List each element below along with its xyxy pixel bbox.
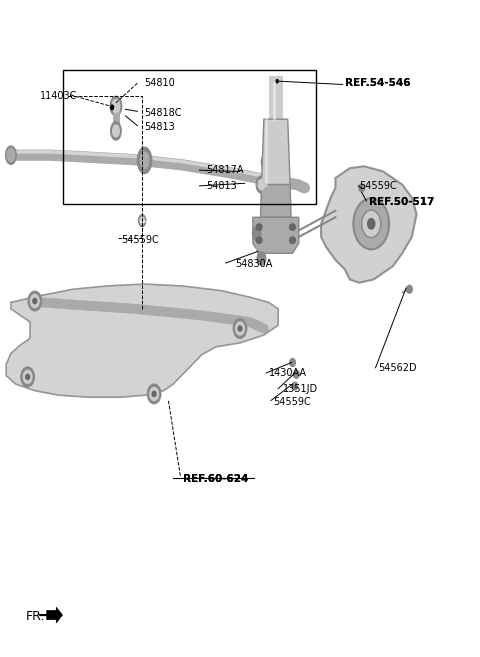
Text: FR.: FR.	[25, 610, 45, 623]
Ellipse shape	[6, 146, 16, 164]
Ellipse shape	[256, 176, 267, 193]
Text: 1351JD: 1351JD	[283, 384, 318, 394]
Ellipse shape	[276, 79, 278, 83]
Ellipse shape	[293, 371, 299, 378]
Ellipse shape	[147, 384, 161, 404]
Ellipse shape	[256, 224, 262, 231]
Text: 54810: 54810	[144, 78, 175, 88]
Ellipse shape	[33, 298, 36, 304]
Text: REF.54-546: REF.54-546	[345, 78, 410, 88]
Text: REF.54-546: REF.54-546	[345, 78, 410, 88]
Polygon shape	[321, 166, 417, 283]
Polygon shape	[6, 284, 278, 397]
Polygon shape	[253, 217, 299, 253]
Ellipse shape	[140, 152, 149, 169]
Polygon shape	[261, 185, 291, 217]
Ellipse shape	[21, 367, 34, 387]
Text: 54817A: 54817A	[206, 165, 244, 175]
Polygon shape	[262, 119, 290, 185]
Ellipse shape	[111, 105, 114, 110]
Ellipse shape	[236, 322, 244, 335]
Ellipse shape	[289, 359, 295, 367]
Ellipse shape	[289, 224, 295, 231]
Text: 54813: 54813	[144, 122, 175, 132]
Ellipse shape	[31, 294, 39, 307]
Ellipse shape	[137, 147, 152, 173]
Ellipse shape	[262, 153, 273, 171]
Text: 54813: 54813	[206, 181, 237, 191]
Polygon shape	[47, 607, 62, 623]
Ellipse shape	[7, 148, 15, 162]
Ellipse shape	[407, 285, 412, 293]
Ellipse shape	[26, 374, 30, 380]
Text: 54559C: 54559C	[120, 235, 158, 244]
Ellipse shape	[110, 97, 121, 116]
Ellipse shape	[353, 198, 389, 250]
Bar	[63, 70, 316, 204]
Text: 54818C: 54818C	[144, 108, 182, 118]
Ellipse shape	[258, 179, 265, 190]
Text: 54559C: 54559C	[360, 181, 397, 191]
Ellipse shape	[111, 122, 121, 140]
Ellipse shape	[140, 217, 144, 224]
Text: 54562D: 54562D	[378, 363, 417, 373]
Text: REF.50-517: REF.50-517	[369, 197, 434, 207]
Ellipse shape	[252, 227, 261, 240]
Text: 54559C: 54559C	[274, 397, 311, 407]
Ellipse shape	[24, 371, 32, 384]
Ellipse shape	[368, 219, 375, 229]
Ellipse shape	[362, 210, 381, 238]
Ellipse shape	[113, 125, 119, 137]
Ellipse shape	[256, 237, 262, 244]
Text: 54830A: 54830A	[235, 260, 273, 269]
Text: REF.60-624: REF.60-624	[183, 474, 248, 484]
Ellipse shape	[28, 291, 41, 311]
Ellipse shape	[289, 237, 295, 244]
Ellipse shape	[292, 382, 298, 390]
Text: REF.60-624: REF.60-624	[183, 474, 248, 484]
Text: REF.50-517: REF.50-517	[369, 197, 434, 207]
Ellipse shape	[112, 99, 120, 112]
Ellipse shape	[139, 215, 146, 227]
Ellipse shape	[152, 392, 156, 397]
Text: 1430AA: 1430AA	[269, 368, 307, 378]
Ellipse shape	[150, 388, 158, 401]
Text: 11403C: 11403C	[39, 91, 77, 101]
Ellipse shape	[233, 319, 247, 338]
Ellipse shape	[257, 252, 266, 265]
Ellipse shape	[359, 184, 364, 192]
Ellipse shape	[238, 326, 242, 331]
Ellipse shape	[264, 156, 271, 168]
